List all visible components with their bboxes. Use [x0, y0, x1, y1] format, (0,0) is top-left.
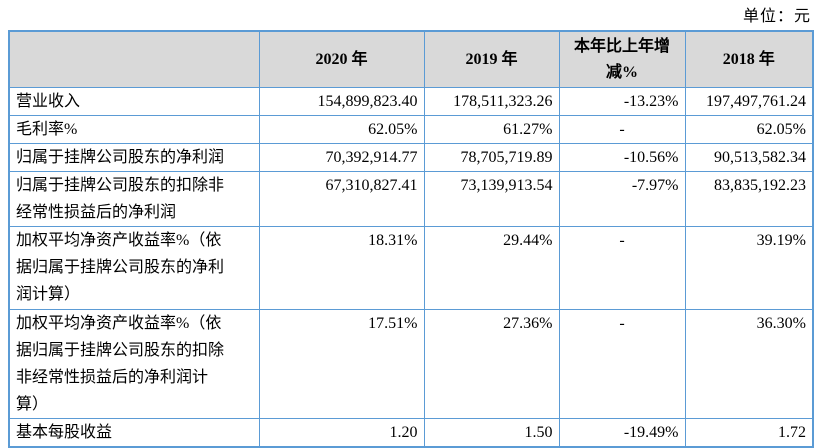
- table-row: 归属于挂牌公司股东的净利润 70,392,914.77 78,705,719.8…: [8, 143, 814, 172]
- value-2019: 78,705,719.89: [423, 143, 560, 172]
- value-change: -7.97%: [558, 171, 686, 227]
- value-2018: 90,513,582.34: [684, 143, 814, 172]
- value-2018: 1.72: [684, 418, 814, 448]
- header-2020: 2020 年: [258, 30, 425, 88]
- value-2020: 67,310,827.41: [258, 171, 425, 227]
- value-change: -: [558, 226, 686, 310]
- row-label: 归属于挂牌公司股东的净利润: [8, 143, 260, 172]
- header-change: 本年比上年增 减%: [558, 30, 686, 88]
- value-2020: 62.05%: [258, 115, 425, 144]
- value-change: -: [558, 115, 686, 144]
- value-2019: 73,139,913.54: [423, 171, 560, 227]
- row-label: 归属于挂牌公司股东的扣除非 经常性损益后的净利润: [8, 171, 260, 227]
- value-2020: 17.51%: [258, 309, 425, 419]
- value-2020: 1.20: [258, 418, 425, 448]
- header-metric-empty: [8, 30, 260, 88]
- value-2018: 83,835,192.23: [684, 171, 814, 227]
- row-label: 加权平均净资产收益率%（依 据归属于挂牌公司股东的净利 润计算）: [8, 226, 260, 310]
- header-2018: 2018 年: [684, 30, 814, 88]
- value-2019: 178,511,323.26: [423, 87, 560, 116]
- table-row: 归属于挂牌公司股东的扣除非 经常性损益后的净利润 67,310,827.41 7…: [8, 171, 814, 227]
- value-2020: 70,392,914.77: [258, 143, 425, 172]
- unit-label: 单位：元: [742, 8, 811, 25]
- row-label: 基本每股收益: [8, 418, 260, 448]
- table-row: 基本每股收益 1.20 1.50 -19.49% 1.72: [8, 418, 814, 448]
- value-2019: 1.50: [423, 418, 560, 448]
- row-label: 营业收入: [8, 87, 260, 116]
- row-label: 毛利率%: [8, 115, 260, 144]
- value-2019: 29.44%: [423, 226, 560, 310]
- table-row: 营业收入 154,899,823.40 178,511,323.26 -13.2…: [8, 87, 814, 116]
- value-2018: 197,497,761.24: [684, 87, 814, 116]
- table-row: 加权平均净资产收益率%（依 据归属于挂牌公司股东的净利 润计算） 18.31% …: [8, 226, 814, 310]
- value-2019: 61.27%: [423, 115, 560, 144]
- value-2020: 154,899,823.40: [258, 87, 425, 116]
- header-row: 2020 年 2019 年 本年比上年增 减% 2018 年: [8, 30, 814, 88]
- table-row: 毛利率% 62.05% 61.27% - 62.05%: [8, 115, 814, 144]
- value-2018: 62.05%: [684, 115, 814, 144]
- value-2020: 18.31%: [258, 226, 425, 310]
- value-change: -13.23%: [558, 87, 686, 116]
- value-change: -10.56%: [558, 143, 686, 172]
- row-label: 加权平均净资产收益率%（依 据归属于挂牌公司股东的扣除 非经常性损益后的净利润计…: [8, 309, 260, 419]
- financial-summary-table: 2020 年 2019 年 本年比上年增 减% 2018 年 营业收入 154,…: [8, 30, 814, 448]
- value-change: -: [558, 309, 686, 419]
- value-2018: 36.30%: [684, 309, 814, 419]
- value-change: -19.49%: [558, 418, 686, 448]
- value-2019: 27.36%: [423, 309, 560, 419]
- value-2018: 39.19%: [684, 226, 814, 310]
- header-2019: 2019 年: [423, 30, 560, 88]
- table-row: 加权平均净资产收益率%（依 据归属于挂牌公司股东的扣除 非经常性损益后的净利润计…: [8, 309, 814, 419]
